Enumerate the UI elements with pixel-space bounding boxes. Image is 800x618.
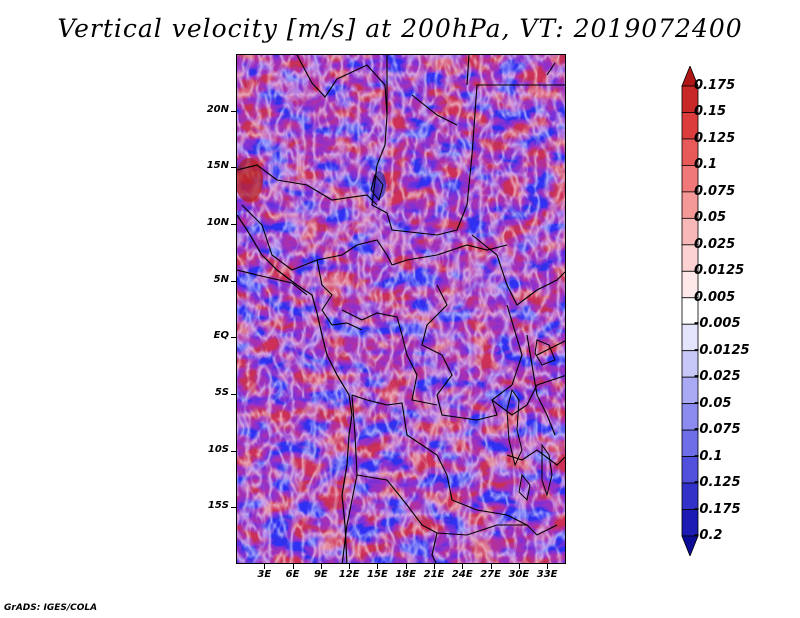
lon-tick-mark	[349, 564, 351, 569]
velocity-field	[237, 55, 565, 563]
colorbar-label: -0.005	[694, 316, 741, 332]
lon-tick-label: 3E	[257, 569, 272, 580]
lat-tick-mark	[231, 280, 236, 282]
colorbar-label: 0.025	[694, 236, 736, 252]
lat-tick-mark	[231, 224, 236, 225]
colorbar-label: -0.075	[694, 422, 741, 438]
colorbar-label: 0.05	[694, 210, 727, 226]
lon-tick-label: 21E	[423, 569, 445, 580]
colorbar-label: -0.2	[694, 528, 723, 543]
lon-tick-label: 27E	[480, 569, 501, 580]
lat-tick-label: 15N	[206, 160, 229, 172]
velocity-map	[236, 54, 566, 564]
lat-tick-label: 10N	[206, 217, 229, 228]
country-borders	[237, 55, 565, 563]
lon-tick-label: 6E	[285, 569, 300, 580]
colorbar	[681, 66, 699, 556]
colorbar-label: -0.0125	[694, 342, 750, 358]
lon-tick-mark	[462, 564, 464, 569]
colorbar-label: -0.1	[694, 448, 723, 464]
colorbar-label: 0.15	[694, 104, 727, 120]
lon-tick-mark	[547, 564, 549, 569]
lon-tick-label: 12E	[338, 569, 360, 580]
colorbar-label: -0.175	[694, 501, 741, 517]
lat-tick-label: 20N	[206, 103, 229, 115]
lat-tick-label: 15S	[207, 500, 229, 512]
lat-tick-mark	[231, 507, 236, 509]
colorbar-label: 0.1	[694, 157, 718, 173]
colorbar-label: 0.125	[694, 130, 736, 146]
lon-tick-mark	[320, 564, 322, 569]
lon-tick-mark	[377, 564, 379, 569]
lat-tick-label: 10S	[207, 443, 229, 455]
colorbar-label: 0.005	[694, 289, 736, 305]
map-title: Vertical velocity [m/s] at 200hPa, VT: 2…	[57, 14, 743, 43]
lon-tick-mark	[264, 564, 266, 569]
lat-tick-label: 5S	[214, 387, 229, 398]
colorbar-label: -0.125	[694, 475, 741, 491]
lon-tick-mark	[405, 564, 407, 569]
lon-tick-mark	[434, 564, 435, 569]
lat-tick-mark	[231, 394, 236, 395]
lat-tick-label: 5N	[213, 273, 229, 285]
colorbar-label: -0.025	[694, 369, 741, 385]
lon-tick-label: 15E	[367, 569, 388, 580]
lon-tick-label: 33E	[536, 569, 558, 580]
lon-tick-label: 9E	[313, 569, 328, 580]
colorbar-label: 0.075	[694, 183, 736, 199]
colorbar-label: 0.175	[694, 78, 736, 93]
lat-tick-mark	[231, 167, 236, 169]
lat-tick-mark	[231, 110, 236, 112]
colorbar-label: -0.05	[694, 395, 732, 411]
lon-tick-mark	[490, 564, 492, 569]
lat-tick-mark	[231, 337, 236, 339]
lon-tick-mark	[518, 564, 520, 569]
colorbar-bottom-arrow	[681, 535, 699, 556]
lakes	[370, 173, 556, 502]
lon-tick-label: 30E	[508, 569, 530, 580]
lon-tick-label: 18E	[395, 569, 417, 580]
lat-tick-label: EQ	[213, 330, 229, 342]
lon-tick-label: 24E	[451, 569, 473, 580]
coastline	[237, 214, 353, 563]
lon-tick-mark	[292, 564, 294, 569]
colorbar-label: 0.0125	[694, 263, 745, 279]
credit-text: GrADS: IGES/COLA	[4, 603, 98, 613]
lat-tick-mark	[231, 450, 236, 452]
